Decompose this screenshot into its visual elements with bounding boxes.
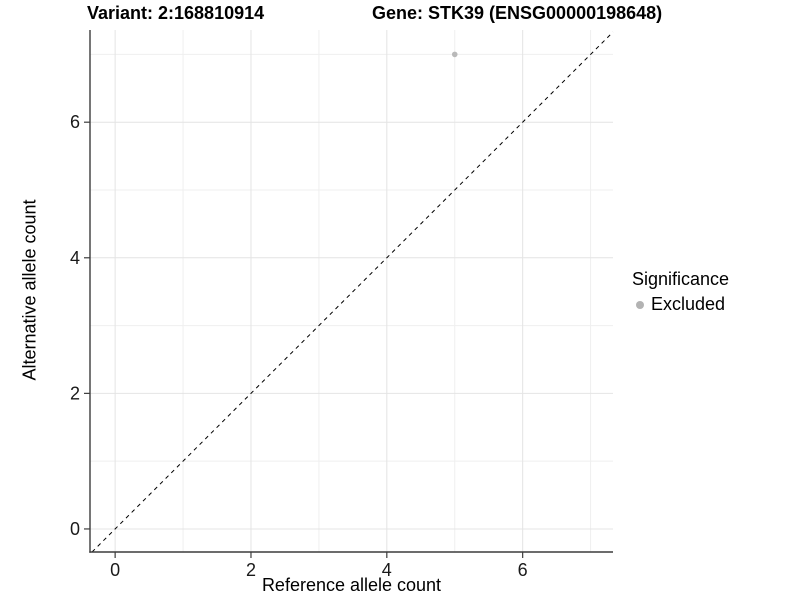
y-tick-label: 2 <box>70 383 80 403</box>
x-axis-title: Reference allele count <box>261 575 442 595</box>
x-tick-label: 0 <box>110 560 120 580</box>
y-tick-label: 0 <box>70 519 80 539</box>
identity-line <box>91 31 614 553</box>
y-axis-title: Alternative allele count <box>19 199 40 381</box>
legend-entry-label: Excluded <box>651 294 726 314</box>
x-tick-label: 6 <box>518 560 528 580</box>
data-point <box>451 51 458 58</box>
gene-title: Gene: STK39 (ENSG00000198648) <box>372 3 663 23</box>
legend-key-dot <box>636 300 644 309</box>
y-tick-label: 4 <box>70 248 80 268</box>
legend: Significance Excluded <box>632 269 729 315</box>
x-tick-label: 4 <box>382 560 392 580</box>
legend-title: Significance <box>632 269 730 289</box>
variant-title: Variant: 2:168810914 <box>87 3 265 23</box>
y-tick-label: 6 <box>70 112 80 132</box>
legend-entry-excluded: Excluded <box>632 294 729 315</box>
x-tick-label: 2 <box>246 560 256 580</box>
